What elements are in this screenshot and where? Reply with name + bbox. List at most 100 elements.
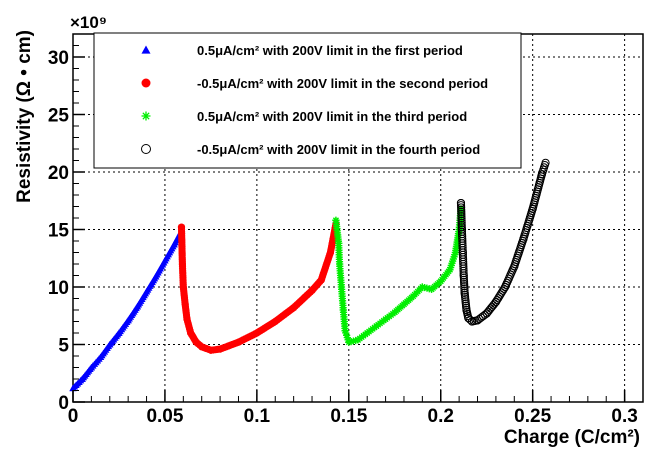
legend-label: -0.5μA/cm² with 200V limit in the fourth…: [197, 142, 480, 157]
data-point: [234, 338, 243, 346]
data-point: [178, 260, 187, 268]
data-point: [253, 329, 261, 337]
data-point: [500, 282, 510, 292]
data-point: [491, 297, 501, 307]
series-4: [456, 158, 550, 326]
series-marker: [447, 263, 455, 272]
series-marker: [457, 203, 466, 212]
data-point: [96, 353, 105, 361]
data-point: [427, 285, 436, 293]
y-tick-label: 0: [58, 393, 69, 414]
data-point: [372, 322, 380, 330]
x-tick-label: 0.3: [611, 406, 637, 427]
data-point: [400, 300, 408, 308]
data-point: [290, 304, 298, 312]
legend-marker: [141, 45, 151, 54]
data-point: [451, 248, 460, 257]
data-point: [541, 158, 550, 167]
data-point: [341, 327, 349, 335]
series-marker: [457, 212, 466, 221]
x-tick-label: 0: [68, 406, 79, 427]
data-point: [363, 329, 371, 337]
series-1: [69, 227, 186, 392]
data-point: [409, 292, 417, 300]
series-marker: [457, 216, 466, 225]
series-marker: [450, 253, 458, 261]
legend-entries: 0.5μA/cm² with 200V limit in the first p…: [141, 43, 488, 157]
series-marker: [343, 331, 351, 339]
data-point: [78, 375, 86, 382]
series-marker: [449, 257, 457, 265]
x-tick-label: 0.2: [428, 406, 454, 427]
legend-label: 0.5μA/cm² with 200V limit in the first p…: [197, 43, 463, 58]
data-point: [335, 239, 343, 247]
data-point: [179, 283, 187, 291]
data-point: [308, 286, 316, 295]
y-tick-label: 20: [48, 163, 69, 184]
series-marker: [459, 269, 468, 278]
data-point: [459, 271, 468, 280]
legend-marker: [141, 78, 151, 88]
data-point: [482, 309, 491, 318]
data-point: [537, 170, 546, 179]
data-point: [473, 316, 482, 325]
y-tick-label: 5: [58, 336, 69, 357]
series-marker: [457, 209, 466, 219]
y-axis-exponent: ×10⁹: [70, 13, 107, 32]
legend-marker: [141, 144, 151, 154]
data-point: [192, 338, 200, 346]
series-marker: [447, 261, 455, 270]
series-track: [69, 229, 185, 392]
data-point: [87, 363, 95, 371]
data-point: [528, 204, 537, 213]
data-point: [418, 283, 426, 291]
x-tick-label: 0.15: [330, 406, 367, 427]
data-point: [177, 223, 186, 231]
tick-label-layer: 0 0.05 0.1 0.15 0.2 0.25 0.3 0 5 10 15 20 25 30: [48, 48, 638, 427]
series-marker: [449, 255, 457, 263]
data-point: [170, 240, 178, 248]
data-point: [181, 300, 189, 308]
data-point: [391, 308, 399, 316]
data-point: [332, 216, 340, 224]
data-point: [510, 262, 519, 271]
series-2: [177, 220, 340, 354]
data-point: [462, 305, 471, 315]
data-point: [519, 234, 528, 243]
data-point: [339, 306, 347, 314]
data-point: [326, 248, 335, 257]
data-point: [437, 277, 445, 285]
series-marker: [451, 251, 459, 259]
data-point: [207, 346, 215, 354]
series-marker: [457, 207, 466, 216]
y-tick-label: 30: [48, 48, 69, 69]
legend: 0.5μA/cm² with 200V limit in the first p…: [93, 32, 522, 169]
data-point: [187, 329, 195, 337]
data-point: [69, 384, 77, 392]
series-marker: [457, 214, 466, 223]
series-marker: [344, 336, 352, 344]
data-point: [124, 316, 132, 324]
series-marker: [457, 218, 466, 227]
data-point: [161, 256, 169, 264]
series-track: [456, 161, 549, 326]
data-point: [345, 338, 353, 346]
data-point: [456, 198, 466, 208]
data-point: [271, 317, 279, 326]
data-point: [198, 343, 206, 351]
x-tick-label: 0.05: [146, 406, 183, 427]
data-point: [133, 302, 141, 310]
legend-label: 0.5μA/cm² with 200V limit in the third p…: [197, 109, 467, 124]
data-point: [216, 345, 224, 353]
data-point: [354, 336, 362, 344]
series-marker: [343, 334, 351, 342]
data-point: [142, 288, 151, 295]
series-marker: [448, 259, 456, 267]
series-marker: [456, 201, 466, 210]
data-point: [458, 248, 467, 257]
legend-marker: [141, 111, 151, 121]
data-point: [317, 276, 325, 284]
data-point: [183, 315, 191, 323]
data-point: [337, 283, 346, 291]
